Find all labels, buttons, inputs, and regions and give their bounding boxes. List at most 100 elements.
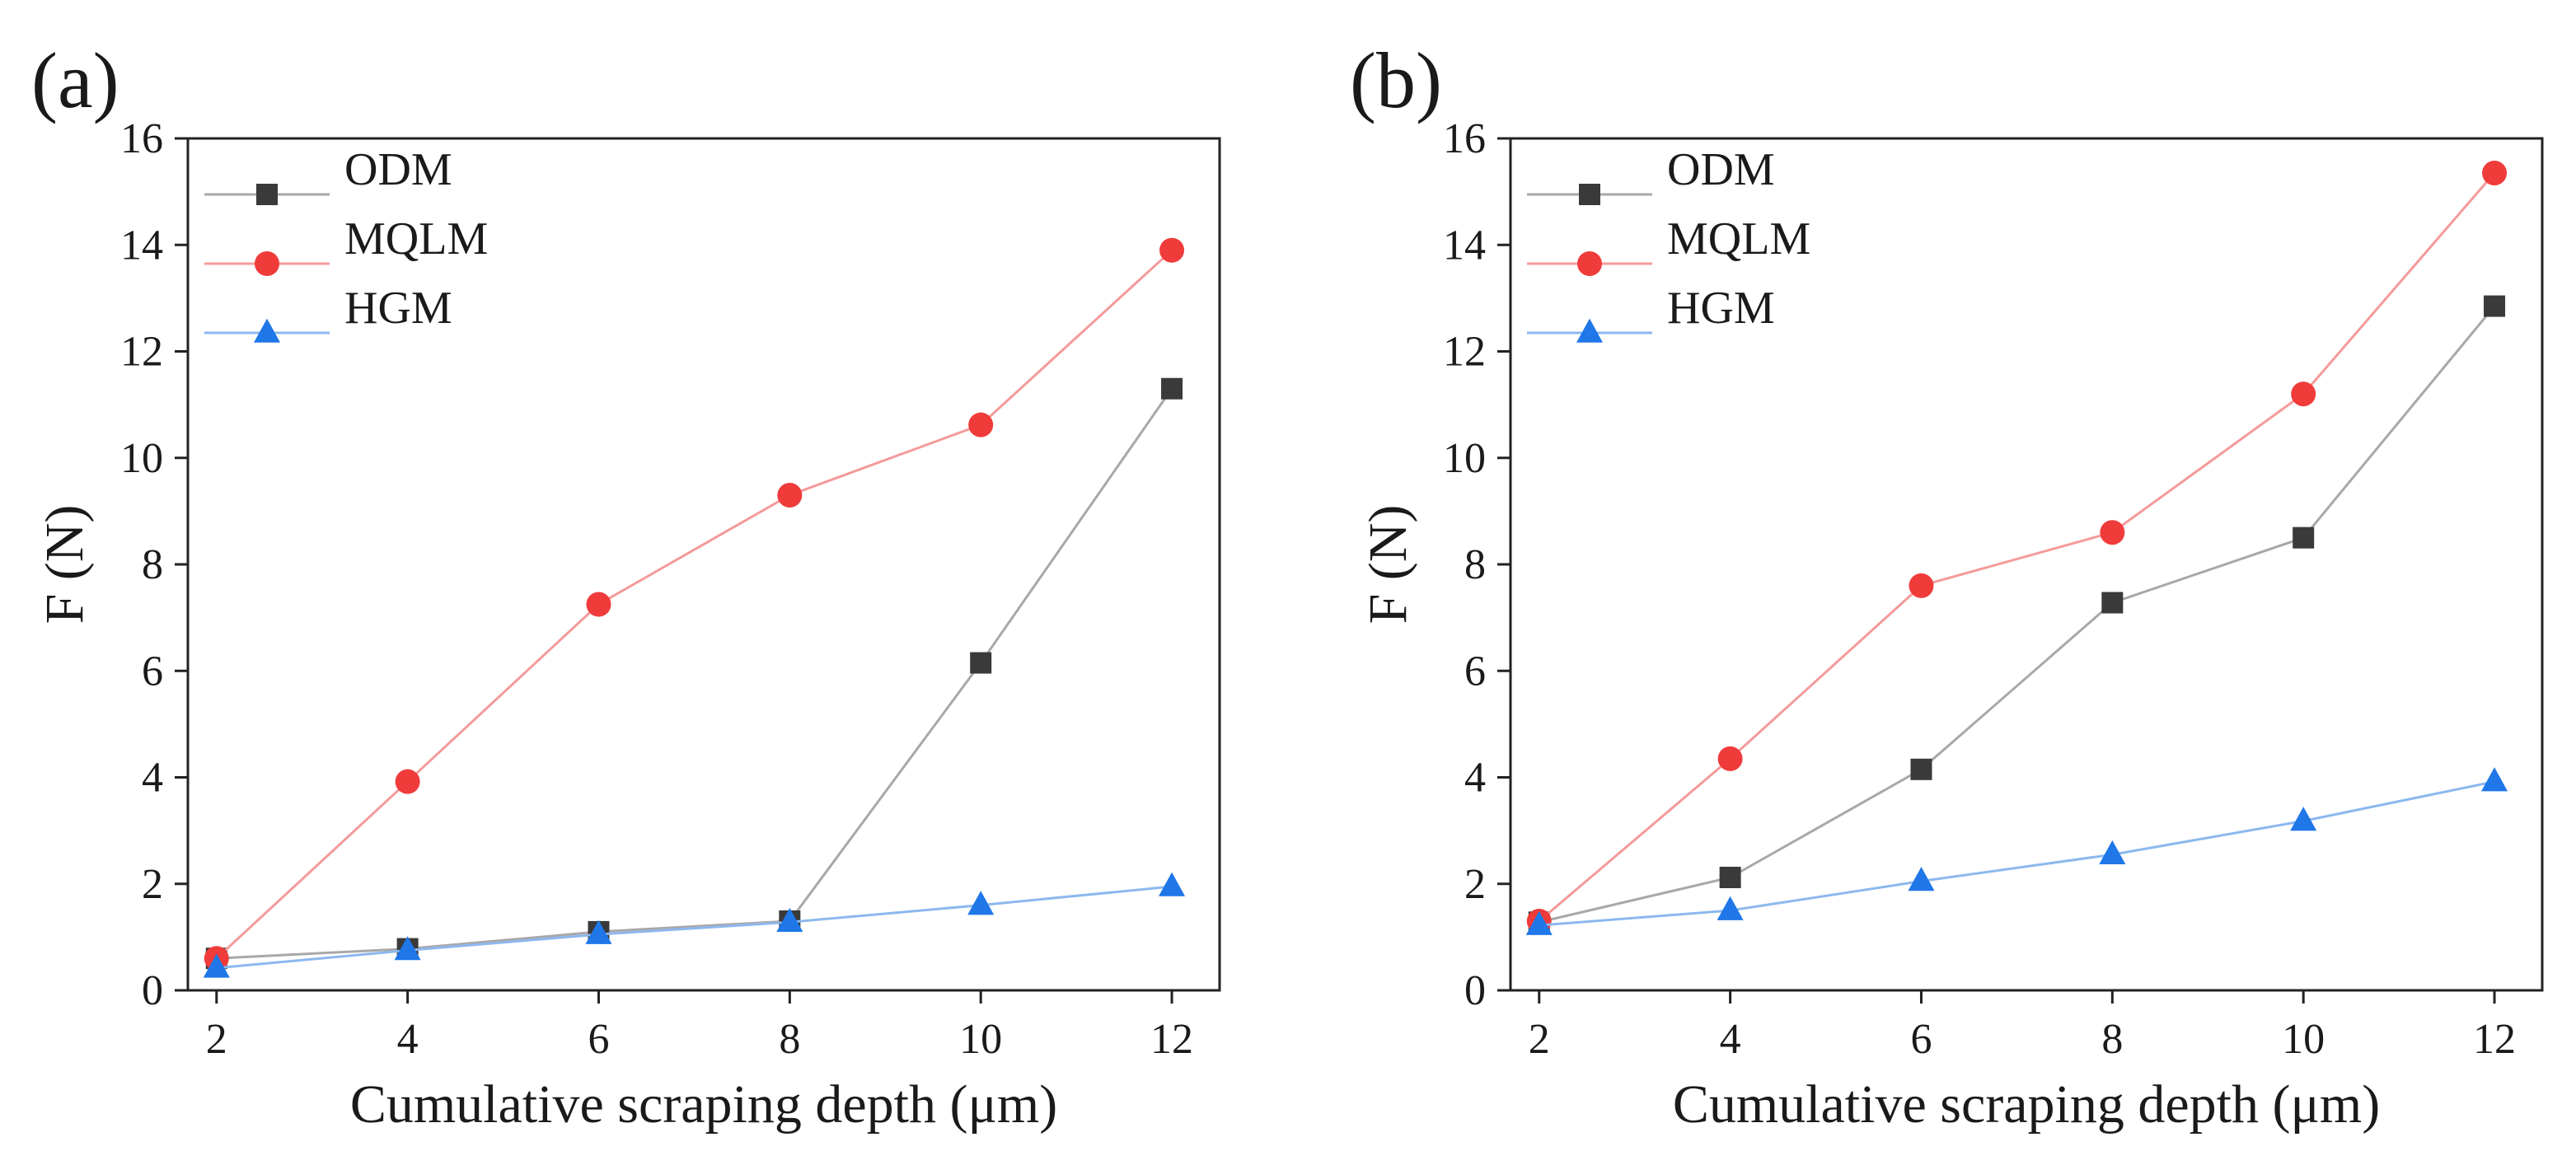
data-point-mqlm bbox=[968, 412, 994, 437]
y-tick-label: 14 bbox=[1443, 222, 1486, 269]
data-point-hgm bbox=[2099, 840, 2126, 864]
legend-marker bbox=[254, 318, 280, 343]
y-axis-label: F (N) bbox=[35, 505, 95, 625]
data-point-odm bbox=[2484, 295, 2506, 317]
series-mqlm bbox=[1526, 161, 2508, 933]
y-tick-label: 8 bbox=[1464, 541, 1486, 588]
y-tick-label: 0 bbox=[1464, 967, 1486, 1014]
data-point-mqlm bbox=[777, 482, 803, 508]
y-tick-label: 4 bbox=[1464, 755, 1486, 802]
data-point-odm bbox=[1719, 866, 1741, 888]
legend-label: HGM bbox=[344, 283, 452, 334]
x-tick-label: 12 bbox=[1150, 1016, 1193, 1063]
y-tick-label: 16 bbox=[1443, 115, 1486, 162]
series-line-mqlm bbox=[1538, 172, 2496, 923]
x-tick-label: 4 bbox=[1720, 1016, 1741, 1063]
series-line-hgm bbox=[216, 885, 1173, 970]
data-point-hgm bbox=[203, 953, 230, 978]
data-point-mqlm bbox=[2100, 520, 2125, 545]
y-axis-label: F (N) bbox=[1358, 505, 1418, 625]
x-tick-label: 2 bbox=[1529, 1016, 1550, 1063]
data-point-odm bbox=[1910, 758, 1932, 780]
series-line-odm bbox=[1539, 305, 2496, 924]
series-line-hgm bbox=[1539, 780, 2495, 927]
y-tick-label: 10 bbox=[1443, 435, 1486, 482]
y-tick-label: 16 bbox=[120, 115, 163, 162]
series-line-odm bbox=[216, 387, 1173, 960]
series-mqlm bbox=[204, 237, 1185, 971]
series-odm bbox=[1528, 295, 2506, 933]
series-hgm bbox=[203, 872, 1186, 978]
data-point-mqlm bbox=[2482, 161, 2508, 186]
data-point-mqlm bbox=[1717, 746, 1743, 771]
data-point-hgm bbox=[776, 907, 803, 933]
x-tick-label: 8 bbox=[779, 1016, 800, 1063]
data-point-hgm bbox=[2290, 807, 2317, 831]
y-tick-label: 14 bbox=[120, 222, 163, 269]
series-hgm bbox=[1525, 767, 2508, 935]
data-point-mqlm bbox=[1909, 573, 1934, 598]
x-tick-label: 2 bbox=[206, 1016, 227, 1063]
x-tick-label: 8 bbox=[2101, 1016, 2123, 1063]
panel-label: (a) bbox=[31, 36, 119, 124]
legend-label: MQLM bbox=[344, 213, 488, 264]
data-point-mqlm bbox=[1159, 237, 1185, 263]
legend-marker bbox=[1576, 318, 1603, 343]
series-line-mqlm bbox=[215, 249, 1173, 960]
legend-label: ODM bbox=[1667, 144, 1775, 195]
data-point-odm bbox=[2293, 526, 2315, 549]
x-tick-label: 10 bbox=[2282, 1016, 2325, 1063]
legend-label: MQLM bbox=[1667, 213, 1810, 264]
legend-marker bbox=[1579, 184, 1600, 205]
data-point-mqlm bbox=[2291, 381, 2316, 407]
y-tick-label: 4 bbox=[142, 755, 163, 802]
y-tick-label: 6 bbox=[142, 648, 163, 695]
legend-entry-odm: ODM bbox=[1527, 144, 1775, 205]
y-tick-label: 2 bbox=[142, 861, 163, 908]
y-tick-label: 12 bbox=[1443, 329, 1486, 376]
legend-entry-odm: ODM bbox=[204, 144, 452, 205]
x-tick-label: 6 bbox=[1910, 1016, 1932, 1063]
y-tick-label: 0 bbox=[142, 967, 163, 1014]
data-point-odm bbox=[2101, 592, 2124, 614]
legend-marker bbox=[1577, 251, 1602, 276]
data-point-hgm bbox=[1908, 867, 1935, 891]
data-point-hgm bbox=[1159, 872, 1186, 896]
legend-entry-mqlm: MQLM bbox=[204, 213, 488, 276]
data-point-mqlm bbox=[586, 592, 611, 617]
legend-label: ODM bbox=[344, 144, 452, 195]
x-axis-label: Cumulative scraping depth (μm) bbox=[1673, 1074, 2380, 1135]
y-tick-label: 2 bbox=[1464, 861, 1486, 908]
data-point-hgm bbox=[2481, 767, 2508, 792]
x-tick-label: 10 bbox=[959, 1016, 1002, 1063]
data-point-hgm bbox=[967, 891, 995, 915]
plot-frame bbox=[186, 137, 1221, 992]
legend-entry-mqlm: MQLM bbox=[1527, 213, 1810, 276]
legend-marker bbox=[256, 184, 278, 205]
y-tick-label: 12 bbox=[120, 329, 163, 376]
series-odm bbox=[205, 377, 1183, 970]
x-tick-label: 12 bbox=[2473, 1016, 2516, 1063]
data-point-odm bbox=[1161, 377, 1183, 400]
panel-label: (b) bbox=[1350, 36, 1442, 124]
x-axis-label: Cumulative scraping depth (μm) bbox=[350, 1074, 1057, 1135]
x-tick-label: 4 bbox=[397, 1016, 419, 1063]
legend-marker bbox=[255, 251, 279, 276]
data-point-odm bbox=[970, 652, 992, 674]
y-tick-label: 8 bbox=[142, 541, 163, 588]
data-point-hgm bbox=[394, 936, 421, 961]
data-point-mqlm bbox=[395, 769, 420, 794]
data-point-hgm bbox=[1525, 910, 1553, 935]
x-tick-label: 6 bbox=[588, 1016, 609, 1063]
y-tick-label: 6 bbox=[1464, 648, 1486, 695]
legend-entry-hgm: HGM bbox=[1527, 283, 1775, 343]
y-tick-label: 10 bbox=[120, 435, 163, 482]
plot-frame bbox=[1509, 137, 2544, 992]
data-point-hgm bbox=[585, 919, 612, 944]
data-point-hgm bbox=[1717, 896, 1744, 920]
legend-entry-hgm: HGM bbox=[204, 283, 452, 343]
legend-label: HGM bbox=[1667, 283, 1775, 334]
